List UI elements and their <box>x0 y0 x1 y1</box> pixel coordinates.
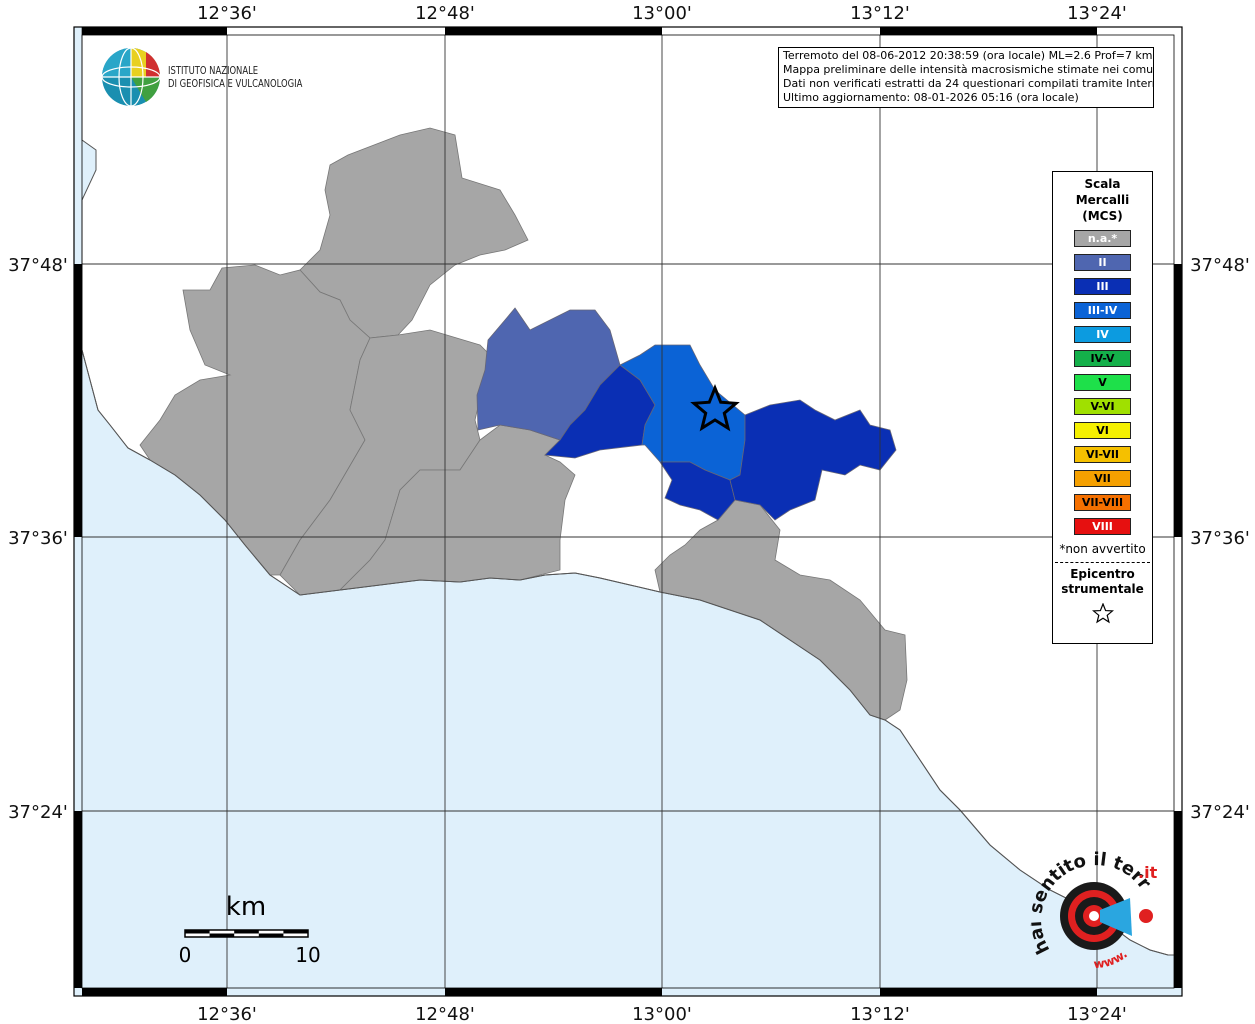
event-info-box: Terremoto del 08-06-2012 20:38:59 (ora l… <box>778 47 1154 108</box>
institute-name: ISTITUTO NAZIONALE DI GEOFISICA E VULCAN… <box>168 64 302 90</box>
frame-tick <box>880 988 1097 996</box>
latitude-label: 37°24' <box>8 802 68 823</box>
municipality-intensity-III-east <box>729 399 897 521</box>
epicenter-star <box>690 383 740 432</box>
frame-tick <box>445 988 662 996</box>
latitude-label: 37°36' <box>8 528 68 549</box>
legend-item: VI-VII <box>1074 446 1131 463</box>
legend-item: n.a.* <box>1074 230 1131 247</box>
haisentito-logo: hai sentito il terremoto .it www. <box>1030 850 1158 971</box>
frame-tick <box>82 988 227 996</box>
logo-www: www. <box>1093 947 1130 971</box>
scale-max-label: 10 <box>295 943 320 967</box>
legend-item: VII-VIII <box>1074 494 1131 511</box>
legend-title-line: Mercalli <box>1075 193 1130 207</box>
legend-item: IV <box>1074 326 1131 343</box>
legend-epicenter-label: Epicentro strumentale <box>1053 567 1152 597</box>
municipality-northwest <box>299 127 529 339</box>
frame-tick <box>1174 264 1182 537</box>
legend-item: III <box>1074 278 1131 295</box>
event-info-line: Dati non verificati estratti da 24 quest… <box>783 77 1154 90</box>
star-icon <box>1091 602 1114 624</box>
longitude-label: 12°48' <box>415 1004 475 1024</box>
municipality-intensity-III-south <box>659 461 736 521</box>
legend-title-line: (MCS) <box>1082 209 1123 223</box>
longitude-label: 13°00' <box>632 3 692 24</box>
institute-line-2: DI GEOFISICA E VULCANOLOGIA <box>168 77 303 90</box>
longitude-labels-bottom: 12°36' 12°48' 13°00' 13°12' 13°24' <box>197 1004 1127 1024</box>
longitude-label: 13°00' <box>632 1004 692 1024</box>
frame-tick <box>445 27 662 35</box>
latitude-label: 37°36' <box>1190 528 1250 549</box>
scale-min-label: 0 <box>179 943 192 967</box>
longitude-labels-top: 12°36' 12°48' 13°00' 13°12' 13°24' <box>197 3 1127 24</box>
latitude-labels-left: 37°48' 37°36' 37°24' <box>8 255 68 823</box>
legend-note: *non avvertito <box>1059 542 1146 556</box>
scale-bar: km 0 10 <box>179 892 321 967</box>
legend-epicenter-line: Epicentro <box>1070 567 1135 581</box>
ingv-globe-icon <box>101 47 161 107</box>
latitude-label: 37°48' <box>8 255 68 276</box>
legend-title: Scala Mercalli (MCS) <box>1053 176 1152 224</box>
frame-tick <box>74 811 82 988</box>
scale-unit: km <box>226 892 266 922</box>
longitude-label: 13°24' <box>1067 3 1127 24</box>
felt-municipalities <box>476 307 897 521</box>
longitude-label: 13°12' <box>850 3 910 24</box>
institute-line-1: ISTITUTO NAZIONALE <box>168 64 259 77</box>
legend-item: VII <box>1074 470 1131 487</box>
frame-tick <box>880 27 1097 35</box>
event-info-line: Mappa preliminare delle intensità macros… <box>783 63 1154 76</box>
scale-bar-segment <box>234 930 259 934</box>
legend-separator <box>1055 562 1150 563</box>
scale-bar-segment <box>185 930 210 934</box>
legend-item: VIII <box>1074 518 1131 535</box>
longitude-label: 12°36' <box>197 3 257 24</box>
logo-www-text: www. <box>1093 947 1130 971</box>
longitude-label: 12°48' <box>415 3 475 24</box>
scale-bar-segment <box>209 933 235 937</box>
legend-item: VI <box>1074 422 1131 439</box>
legend-title-line: Scala <box>1084 177 1121 191</box>
legend-item: II <box>1074 254 1131 271</box>
event-info-line: Ultimo aggiornamento: 08-01-2026 05:16 (… <box>783 91 1079 104</box>
legend-item: III-IV <box>1074 302 1131 319</box>
longitude-label: 12°36' <box>197 1004 257 1024</box>
legend-items: n.a.* II III III-IV IV IV-V V V-VI VI VI-VII VII VI… <box>1053 230 1152 535</box>
longitude-label: 13°12' <box>850 1004 910 1024</box>
legend-item: IV-V <box>1074 350 1131 367</box>
legend-epicenter-line: strumentale <box>1061 582 1144 596</box>
latitude-label: 37°24' <box>1190 802 1250 823</box>
not-felt-municipalities <box>139 127 908 721</box>
mcs-legend: Scala Mercalli (MCS) n.a.* II III III-IV IV I… <box>1052 171 1153 644</box>
megaphone-icon <box>1100 898 1132 936</box>
legend-item: V-VI <box>1074 398 1131 415</box>
frame-tick <box>74 264 82 537</box>
logo-domain-text: .it <box>1138 863 1158 882</box>
longitude-label: 13°24' <box>1067 1004 1127 1024</box>
event-info-line: Terremoto del 08-06-2012 20:38:59 (ora l… <box>783 49 1153 62</box>
frame-tick <box>1174 811 1182 988</box>
frame-tick <box>82 27 227 35</box>
scale-bar-segment <box>258 933 284 937</box>
legend-star <box>1053 602 1152 629</box>
frame-ticks <box>74 27 1182 996</box>
coastline <box>81 349 1182 956</box>
latitude-label: 37°48' <box>1190 255 1250 276</box>
scale-bar-segment <box>283 930 308 934</box>
legend-item: V <box>1074 374 1131 391</box>
latitude-labels-right: 37°48' 37°36' 37°24' <box>1190 255 1250 823</box>
